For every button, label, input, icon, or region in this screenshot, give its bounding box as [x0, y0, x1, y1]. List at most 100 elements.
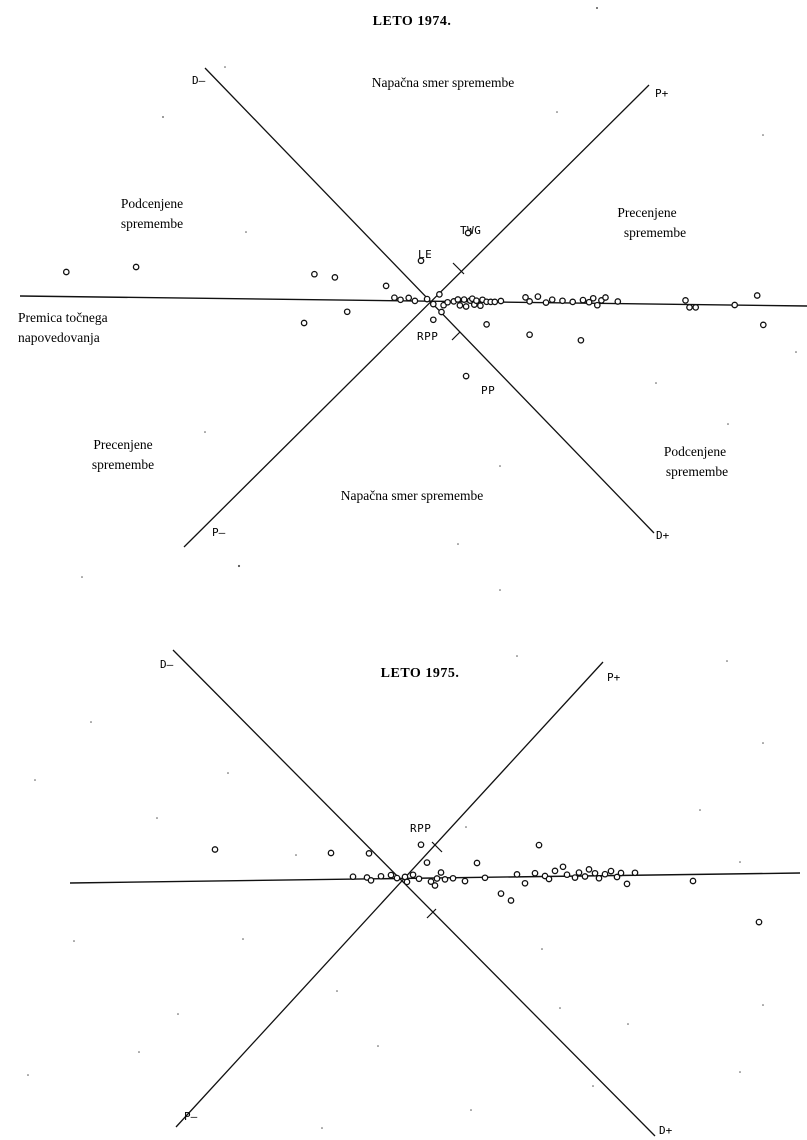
- labeled-point-1974-rpp: [429, 316, 437, 324]
- data-point-1975-34: [575, 869, 583, 876]
- data-point-1975-44: [631, 869, 639, 877]
- data-point-1974-18: [456, 302, 464, 309]
- data-point-1975-46: [689, 877, 697, 885]
- d-plus-label-1974: D+: [656, 529, 670, 542]
- data-point-1974-13: [436, 291, 443, 298]
- data-point-1975-26: [521, 879, 529, 887]
- data-point-1975-35: [581, 873, 589, 880]
- data-point-1974-19: [460, 296, 468, 303]
- data-point-1974-49: [682, 297, 689, 304]
- p-plus-label-1974: P+: [655, 87, 669, 100]
- data-point-1974-6: [382, 282, 390, 290]
- data-point-1975-2: [365, 850, 373, 857]
- data-point-1975-45: [535, 841, 543, 849]
- data-point-1974-41: [579, 296, 587, 304]
- point-label-rpp: RPP: [417, 330, 438, 343]
- data-point-1975-0: [211, 846, 219, 853]
- data-point-1975-32: [563, 871, 571, 879]
- data-point-1974-17: [454, 296, 462, 303]
- p-minus-label-1975: P–: [184, 1110, 198, 1123]
- data-point-1974-25: [477, 302, 484, 310]
- data-point-1974-0: [62, 268, 70, 276]
- data-point-1974-44: [593, 301, 601, 309]
- tick-mark: [426, 908, 437, 919]
- panel-1975-title: LETO 1975.: [381, 666, 460, 681]
- axis-d-line-1975: [172, 649, 656, 1137]
- tick-mark: [451, 331, 461, 341]
- scatter-points-1974: [62, 229, 767, 380]
- region-upper-right-line1: Precenjene: [617, 205, 676, 220]
- data-point-1974-29: [491, 298, 499, 306]
- scatter-points-1975: [211, 841, 763, 926]
- data-point-1974-40: [569, 298, 577, 306]
- p-plus-label-1975: P+: [607, 671, 621, 684]
- region-bottom-label: Napačna smer spremembe: [341, 488, 483, 503]
- data-point-1974-7: [391, 294, 398, 302]
- data-point-1975-24: [507, 897, 515, 904]
- tick-mark: [431, 841, 443, 853]
- data-point-1975-14: [427, 878, 435, 885]
- region-upper-right-line2: spremembe: [624, 225, 686, 240]
- labeled-point-1974-twg: [464, 229, 472, 237]
- data-point-1974-20: [462, 303, 470, 310]
- data-point-1975-22: [481, 874, 489, 882]
- region-upper-left-line1: Podcenjene: [121, 196, 183, 211]
- data-point-1975-10: [403, 878, 411, 886]
- data-point-1974-42: [585, 298, 593, 306]
- data-point-1975-19: [449, 874, 457, 882]
- data-point-1975-27: [531, 869, 539, 877]
- data-point-1974-11: [423, 295, 431, 303]
- labeled-point-1975-rpp: [417, 841, 425, 849]
- axis-p-line-1974: [183, 84, 650, 548]
- data-point-1974-30: [497, 297, 505, 305]
- panel-1975: LETO 1975. D– P+ P– D+ RPP: [69, 649, 801, 1137]
- d-minus-label-1975: D–: [160, 658, 174, 671]
- d-plus-label-1975: D+: [659, 1124, 673, 1137]
- data-point-1975-43: [623, 880, 631, 888]
- region-lower-left-line2: spremembe: [92, 457, 154, 472]
- data-point-1975-25: [513, 871, 521, 878]
- labeled-point-1974-pp: [462, 372, 470, 380]
- data-point-1975-38: [595, 874, 603, 882]
- data-point-1974-10: [411, 297, 419, 305]
- data-point-1974-36: [542, 299, 550, 306]
- data-point-1975-30: [551, 867, 559, 875]
- data-point-1974-24: [473, 297, 480, 305]
- data-point-1974-12: [429, 300, 437, 308]
- data-point-1974-15: [444, 298, 451, 306]
- d-minus-label-1974: D–: [192, 74, 206, 87]
- labeled-point-1974-le: [417, 257, 425, 265]
- point-label-pp: PP: [481, 384, 495, 397]
- data-point-1975-11: [409, 871, 417, 879]
- data-point-1975-13: [423, 859, 431, 866]
- data-point-1975-6: [377, 872, 385, 880]
- scan-specks: [27, 7, 797, 1129]
- p-minus-label-1974: P–: [212, 526, 226, 539]
- perfect-line-label-line2: napovedovanja: [18, 330, 100, 345]
- data-point-1975-5: [367, 877, 375, 884]
- data-point-1975-16: [433, 875, 441, 882]
- data-point-1974-33: [522, 294, 529, 301]
- data-point-1975-12: [415, 875, 423, 883]
- data-point-1974-47: [614, 298, 622, 305]
- perfect-line-label-line1: Premica točnega: [18, 310, 108, 325]
- region-lower-left-line1: Precenjene: [93, 437, 152, 452]
- data-point-1975-15: [431, 882, 439, 889]
- data-point-1974-2: [311, 270, 318, 278]
- data-point-1975-7: [387, 871, 395, 879]
- point-label-rpp-1975: RPP: [410, 822, 431, 835]
- region-upper-left-line2: spremembe: [121, 216, 183, 231]
- region-lower-right-line2: spremembe: [666, 464, 728, 479]
- data-point-1975-31: [559, 863, 567, 871]
- data-point-1975-40: [607, 867, 615, 875]
- data-point-1975-21: [473, 859, 481, 867]
- data-point-1974-37: [548, 296, 556, 304]
- data-point-1974-35: [534, 293, 542, 300]
- data-point-1974-31: [438, 308, 445, 316]
- data-point-1974-32: [483, 321, 490, 328]
- region-top-label: Napačna smer spremembe: [372, 75, 514, 90]
- data-point-1974-53: [753, 292, 761, 299]
- data-point-1974-5: [300, 319, 308, 327]
- data-point-1974-3: [331, 274, 339, 281]
